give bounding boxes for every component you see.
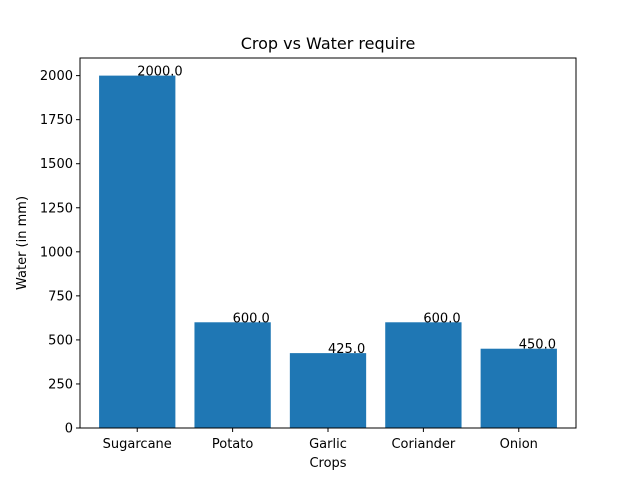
y-tick-label: 0 xyxy=(65,422,73,437)
y-tick-label: 750 xyxy=(48,289,73,304)
y-tick-label: 1500 xyxy=(40,157,73,172)
x-axis: Sugarcane Potato Garlic Coriander Onion xyxy=(103,428,538,452)
bar-sugarcane xyxy=(99,75,176,428)
data-label-sugarcane: 2000.0 xyxy=(137,65,183,80)
x-tick-label: Onion xyxy=(500,437,538,452)
bar-onion xyxy=(480,348,557,428)
x-tick-label: Garlic xyxy=(309,437,347,452)
bar-coriander xyxy=(385,322,462,428)
data-label-onion: 450.0 xyxy=(519,338,556,353)
y-axis: 0 250 500 750 1000 1250 1500 1750 2000 xyxy=(40,69,80,437)
x-tick-label: Potato xyxy=(212,437,253,452)
chart-title: Crop vs Water require xyxy=(241,34,416,53)
x-tick-label: Coriander xyxy=(391,437,455,452)
x-tick-label: Sugarcane xyxy=(103,437,172,452)
x-axis-label: Crops xyxy=(309,456,346,471)
bar-potato xyxy=(194,322,271,428)
y-tick-label: 2000 xyxy=(40,69,73,84)
data-label-coriander: 600.0 xyxy=(423,311,460,326)
y-tick-label: 1250 xyxy=(40,201,73,216)
data-label-garlic: 425.0 xyxy=(328,342,365,357)
bar-garlic xyxy=(289,353,367,428)
y-tick-label: 1750 xyxy=(40,113,73,128)
y-axis-label: Water (in mm) xyxy=(15,196,30,290)
y-tick-label: 1000 xyxy=(40,245,73,260)
bars-group: 2000.0 600.0 425.0 600.0 450.0 xyxy=(99,65,557,428)
y-tick-label: 500 xyxy=(48,333,73,348)
y-tick-label: 250 xyxy=(48,377,73,392)
plot-frame xyxy=(79,57,577,429)
data-label-potato: 600.0 xyxy=(233,311,270,326)
